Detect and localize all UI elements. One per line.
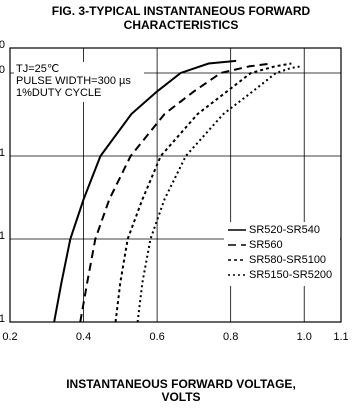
annotation-box xyxy=(14,62,144,102)
x-tick-label: 0.4 xyxy=(76,331,91,343)
y-tick-label: 20 xyxy=(0,39,5,51)
x-tick-label: 1.1 xyxy=(333,331,348,343)
annotation: TJ=25℃ xyxy=(16,63,59,75)
y-tick-label: 0.1 xyxy=(0,230,5,242)
y-tick-label: 0.01 xyxy=(0,313,5,325)
y-tick-label: 1 xyxy=(0,147,5,159)
annotation: 1%DUTY CYCLE xyxy=(16,87,101,99)
x-axis-title: VOLTS xyxy=(161,390,200,404)
data-line xyxy=(114,62,292,323)
legend-label: SR560 xyxy=(249,239,283,251)
chart-title: CHARACTERISTICS xyxy=(124,18,239,32)
plot-frame xyxy=(9,47,342,323)
x-axis-title: INSTANTANEOUS FORWARD VOLTAGE, xyxy=(66,377,296,391)
x-tick-label: 0.8 xyxy=(223,331,238,343)
data-line xyxy=(136,65,301,323)
y-tick-label: 10 xyxy=(0,64,5,76)
x-tick-label: 1.0 xyxy=(297,331,312,343)
data-line xyxy=(53,59,237,323)
chart-title: FIG. 3-TYPICAL INSTANTANEOUS FORWARD xyxy=(52,4,311,18)
data-line xyxy=(79,62,272,323)
x-tick-label: 0.2 xyxy=(2,331,17,343)
legend-label: SR520-SR540 xyxy=(249,224,320,236)
legend-label: SR5150-SR5200 xyxy=(249,269,332,281)
x-tick-label: 0.6 xyxy=(149,331,164,343)
annotation: PULSE WIDTH=300 µs xyxy=(16,75,131,87)
legend-label: SR580-SR5100 xyxy=(249,254,326,266)
